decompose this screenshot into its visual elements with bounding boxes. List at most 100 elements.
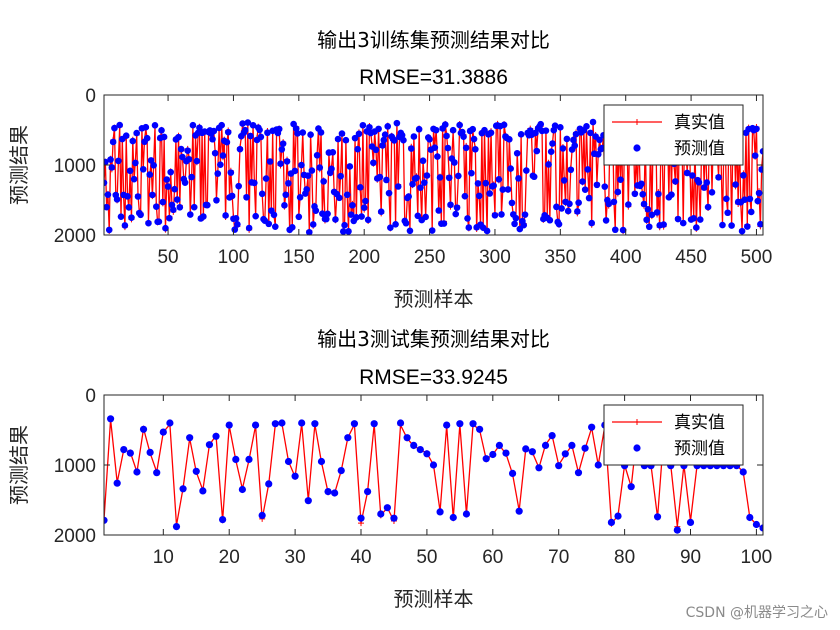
pred-point	[298, 161, 305, 169]
pred-point	[332, 216, 339, 223]
pred-point	[283, 158, 291, 165]
pred-point	[640, 200, 648, 208]
pred-point	[256, 126, 263, 134]
pred-point	[329, 149, 337, 156]
pred-point	[193, 157, 201, 165]
pred-point	[381, 131, 389, 138]
pred-point	[522, 445, 530, 453]
watermark: CSDN @机器学习之心	[685, 605, 828, 621]
pred-point	[243, 193, 250, 201]
pred-point	[281, 202, 288, 209]
pred-point	[366, 123, 373, 131]
pred-point	[435, 207, 443, 214]
pred-point	[423, 450, 431, 458]
pred-point	[236, 145, 244, 153]
pred-point	[155, 218, 163, 225]
pred-point	[551, 122, 559, 129]
pred-point	[223, 138, 231, 146]
pred-point	[355, 130, 363, 138]
y-tick-label: 0	[85, 86, 96, 107]
chart-title: 输出3测试集预测结果对比	[317, 327, 550, 351]
pred-point	[350, 420, 359, 428]
pred-point	[753, 125, 760, 133]
pred-point	[470, 135, 478, 143]
pred-point	[212, 432, 220, 440]
x-tick-label: 30	[285, 547, 306, 568]
pred-point	[568, 441, 576, 449]
pred-point	[587, 129, 594, 137]
pred-point	[349, 202, 356, 209]
pred-point	[139, 165, 147, 173]
pred-point	[113, 479, 121, 487]
pred-point	[205, 441, 214, 449]
pred-point	[149, 191, 156, 199]
pred-point	[483, 227, 491, 235]
pred-point	[607, 518, 616, 527]
pred-point	[104, 516, 108, 524]
pred-point	[700, 184, 708, 191]
pred-point	[593, 181, 601, 189]
pred-point	[444, 144, 452, 152]
x-tick-label: 100	[218, 247, 250, 268]
pred-point	[213, 196, 220, 204]
legend-marker-pred	[633, 144, 641, 152]
pred-point	[696, 216, 704, 223]
pred-point	[564, 207, 572, 215]
pred-point	[341, 221, 348, 229]
pred-point	[474, 180, 482, 187]
pred-point	[449, 126, 457, 134]
pred-point	[177, 145, 185, 153]
pred-point	[455, 172, 462, 180]
pred-point	[158, 127, 165, 134]
pred-point	[241, 126, 249, 134]
pred-point	[558, 205, 565, 212]
pred-point	[507, 165, 514, 172]
pred-point	[387, 224, 394, 231]
pred-point	[128, 214, 135, 221]
pred-point	[732, 181, 739, 188]
pred-point	[491, 212, 499, 219]
pred-point	[453, 204, 461, 211]
pred-point	[235, 182, 242, 190]
pred-point	[674, 215, 682, 223]
pred-point	[251, 421, 260, 429]
x-tick-label: 10	[153, 547, 174, 568]
pred-point	[741, 196, 748, 203]
pred-point	[528, 448, 536, 456]
pred-point	[506, 136, 513, 143]
pred-point	[203, 201, 211, 209]
pred-point	[502, 449, 510, 457]
pred-point	[347, 211, 355, 218]
pred-point	[468, 169, 475, 177]
pred-point	[407, 145, 415, 152]
pred-point	[225, 421, 233, 429]
pred-point	[219, 152, 227, 159]
pred-point	[673, 526, 681, 534]
pred-point	[104, 203, 110, 211]
pred-point	[278, 146, 286, 153]
pred-point	[460, 133, 467, 141]
pred-point	[166, 214, 173, 222]
pred-point	[594, 461, 602, 469]
pred-point	[703, 179, 711, 186]
pred-point	[495, 175, 503, 183]
pred-point	[481, 126, 488, 134]
pred-point	[311, 420, 319, 428]
pred-point	[143, 134, 151, 142]
pred-point	[147, 157, 155, 164]
pred-point	[390, 514, 398, 522]
pred-point	[319, 210, 326, 217]
pred-point	[449, 513, 457, 522]
pred-point	[376, 173, 384, 181]
pred-point	[398, 131, 406, 139]
pred-point	[320, 178, 327, 185]
pred-point	[610, 198, 618, 206]
pred-point	[344, 434, 352, 442]
pred-point	[758, 166, 763, 173]
pred-point	[181, 179, 189, 186]
pred-point	[515, 507, 523, 515]
x-tick-label: 40	[350, 547, 371, 568]
pred-point	[370, 159, 377, 167]
pred-point	[482, 455, 490, 463]
pred-point	[423, 172, 431, 179]
